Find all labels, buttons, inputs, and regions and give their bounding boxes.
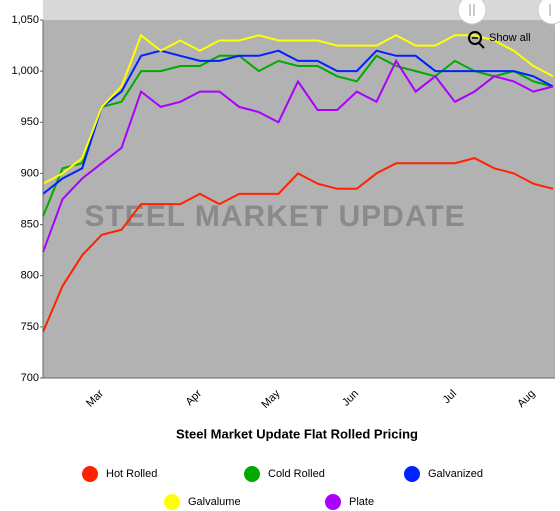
legend-swatch	[164, 494, 180, 510]
series-line	[42, 58, 554, 253]
legend-label: Galvalume	[188, 496, 241, 508]
chart-title: Steel Market Update Flat Rolled Pricing	[176, 426, 418, 441]
legend-swatch	[82, 466, 98, 482]
legend-item[interactable]: Plate	[325, 494, 374, 510]
y-tick-label: 1,000	[11, 65, 39, 77]
y-tick-label: 750	[21, 321, 39, 333]
y-tick-label: 800	[21, 270, 39, 282]
legend-item[interactable]: Galvanized	[404, 466, 483, 482]
y-tick-label: 700	[21, 372, 39, 384]
y-tick-label: 950	[21, 116, 39, 128]
y-tick-label: 850	[21, 218, 39, 230]
legend-item[interactable]: Cold Rolled	[244, 466, 325, 482]
button-label[interactable]: Show all	[489, 32, 531, 44]
zoom-icon	[478, 42, 485, 49]
zoom-icon	[468, 31, 482, 45]
show-all-button[interactable]: Show all	[468, 31, 531, 49]
legend-swatch	[244, 466, 260, 482]
y-tick-label: 900	[21, 167, 39, 179]
series-line	[42, 157, 554, 333]
legend-swatch	[325, 494, 341, 510]
legend-label: Galvanized	[428, 468, 483, 480]
legend-label: Cold Rolled	[268, 468, 325, 480]
range-handle[interactable]	[457, 0, 487, 25]
legend-item[interactable]: Galvalume	[164, 494, 241, 510]
series-line	[42, 49, 554, 195]
legend-swatch	[404, 466, 420, 482]
watermark: STEEL MARKET UPDATE	[84, 200, 465, 233]
navigator	[43, 0, 558, 20]
series-line	[42, 54, 554, 217]
legend-label: Plate	[349, 496, 374, 508]
range-handle[interactable]	[537, 0, 560, 25]
plot: STEEL MARKET UPDATE	[42, 33, 554, 333]
series-line	[42, 33, 554, 185]
legend-label: Hot Rolled	[106, 468, 157, 480]
y-tick-label: 1,050	[11, 14, 39, 26]
legend-item[interactable]: Hot Rolled	[82, 466, 157, 482]
